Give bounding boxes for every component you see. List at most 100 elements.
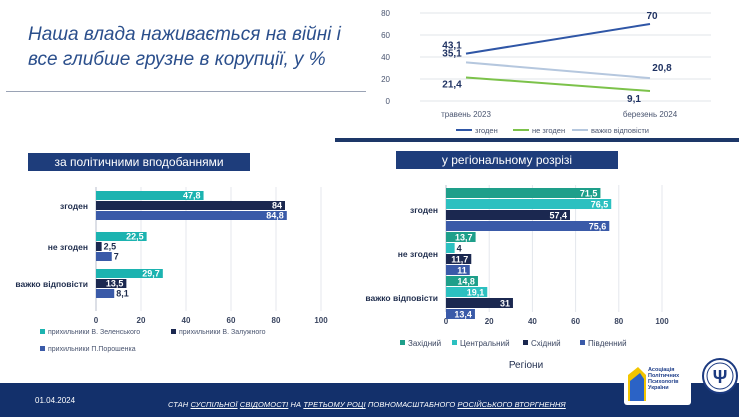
line-ytick-label: 80 — [381, 9, 390, 18]
party-data-label: 13,5 — [106, 279, 124, 289]
region-bar — [446, 276, 478, 286]
region-xlabel: Регіони — [509, 360, 543, 371]
region-data-label: 75,6 — [589, 222, 607, 232]
line-ytick-label: 40 — [381, 53, 390, 62]
party-xtick-label: 100 — [314, 316, 328, 325]
region-bar — [446, 298, 513, 308]
line-legend-label: важко відповісти — [591, 126, 649, 135]
line-series-0 — [465, 23, 651, 55]
region-category-label: не згоден — [398, 249, 438, 259]
region-legend-label: Західний — [408, 339, 441, 348]
line-data-label: 20,8 — [652, 63, 672, 74]
region-legend-label: Південний — [588, 339, 627, 348]
region-data-label: 14,8 — [457, 277, 475, 287]
party-category-label: важко відповісти — [15, 279, 88, 289]
footer-date: 01.04.2024 — [35, 396, 76, 405]
line-xtick-label: травень 2023 — [441, 110, 491, 119]
region-xtick-label: 20 — [485, 317, 494, 326]
party-data-label: 47,8 — [183, 191, 201, 201]
title-line-2: все глибше грузне в корупції, у % — [28, 49, 326, 70]
region-legend-label: Центральний — [460, 339, 510, 348]
party-data-label: 84 — [272, 201, 282, 211]
party-data-label: 84,8 — [266, 211, 284, 221]
party-data-label: 22,5 — [126, 232, 144, 242]
line-data-label: 9,1 — [627, 94, 641, 105]
region-legend-swatch — [400, 340, 405, 345]
party-legend-label: прихильники В. Зеленського — [48, 329, 140, 336]
region-bar — [446, 188, 601, 198]
line-legend-label: згоден — [475, 126, 498, 135]
region-xtick-label: 80 — [614, 317, 623, 326]
region-bar — [446, 254, 472, 264]
line-data-label: 70 — [646, 11, 658, 22]
party-bar — [96, 279, 127, 288]
region-xtick-label: 60 — [571, 317, 580, 326]
line-ytick-label: 0 — [386, 97, 391, 106]
party-xtick-label: 80 — [272, 316, 281, 325]
party-data-label: 8,1 — [116, 289, 129, 299]
footer-caption: СТАН СУСПІЛЬНОЇ СВІДОМОСТІ НА ТРЕТЬОМУ Р… — [168, 400, 566, 409]
region-bar — [446, 221, 610, 231]
region-data-label: 76,5 — [591, 200, 609, 210]
region-category-label: важко відповісти — [365, 293, 438, 303]
region-bar — [446, 210, 570, 220]
region-data-label: 19,1 — [467, 288, 485, 298]
party-xtick-label: 0 — [94, 316, 99, 325]
region-category-label: згоден — [410, 205, 438, 215]
region-legend-swatch — [580, 340, 585, 345]
line-series-1 — [465, 76, 651, 92]
party-xtick-label: 40 — [182, 316, 191, 325]
party-category-label: не згоден — [48, 242, 88, 252]
region-xtick-label: 40 — [528, 317, 537, 326]
party-bar — [96, 242, 102, 251]
region-legend-swatch — [523, 340, 528, 345]
region-data-label: 57,4 — [549, 211, 567, 221]
region-section-header: у регіональному розрізі — [396, 151, 618, 169]
region-bar — [446, 243, 455, 253]
page-title: Наша влада наживається на війні і все гл… — [28, 22, 358, 72]
party-xtick-label: 60 — [227, 316, 236, 325]
association-logo — [624, 361, 691, 405]
region-bar — [446, 199, 612, 209]
party-bar — [96, 232, 147, 241]
region-legend-label: Східний — [531, 339, 561, 348]
section-divider-bar — [335, 138, 739, 142]
party-bar — [96, 269, 163, 278]
region-data-label: 13,4 — [454, 310, 472, 320]
party-data-label: 2,5 — [104, 242, 117, 252]
region-data-label: 71,5 — [580, 189, 598, 199]
party-bar — [96, 252, 112, 261]
svg-text:Ψ: Ψ — [713, 367, 728, 387]
party-bar — [96, 191, 204, 200]
title-line-1: Наша влада наживається на війні і — [28, 24, 341, 45]
party-bar — [96, 289, 115, 298]
party-legend-label: прихильники П.Порошенка — [48, 346, 136, 353]
line-legend-label: не згоден — [532, 126, 565, 135]
party-data-label: 29,7 — [142, 269, 160, 279]
line-data-label: 35,1 — [442, 48, 462, 59]
logo-text: Асоціація Політичних Психологів України — [648, 367, 680, 391]
party-legend-label: прихильники В. Залужного — [179, 329, 266, 336]
party-bar — [96, 201, 285, 210]
region-data-label: 4 — [457, 244, 462, 254]
party-legend-swatch — [40, 346, 45, 351]
party-category-label: згоден — [60, 201, 88, 211]
line-data-label: 43,1 — [442, 41, 462, 52]
party-legend-swatch — [171, 329, 176, 334]
line-ytick-label: 20 — [381, 75, 390, 84]
region-data-label: 31 — [500, 299, 510, 309]
region-xtick-label: 100 — [655, 317, 669, 326]
party-data-label: 7 — [114, 252, 119, 262]
line-xtick-label: березень 2024 — [623, 110, 678, 119]
region-data-label: 11 — [457, 266, 467, 276]
party-legend-swatch — [40, 329, 45, 334]
line-ytick-label: 60 — [381, 31, 390, 40]
psi-seal-icon: Ψ — [702, 358, 738, 394]
region-legend-swatch — [452, 340, 457, 345]
region-bar — [446, 287, 488, 297]
region-bar — [446, 265, 470, 275]
party-section-header: за політичними вподобаннями — [28, 153, 250, 171]
logo-mark-icon — [628, 367, 646, 401]
party-bar — [96, 211, 287, 220]
